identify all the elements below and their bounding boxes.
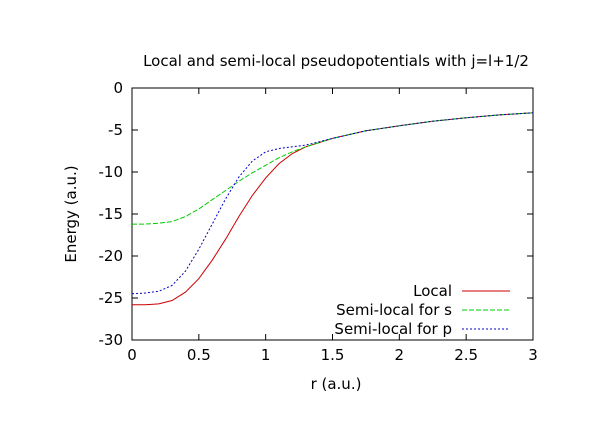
legend-label: Semi-local for s — [336, 301, 452, 319]
y-tick-label: -20 — [99, 247, 124, 265]
y-tick-label: -25 — [99, 289, 124, 307]
y-tick-label: -30 — [99, 331, 124, 349]
x-tick-label: 0 — [127, 346, 137, 364]
y-tick-label: -10 — [99, 163, 124, 181]
x-tick-label: 1 — [261, 346, 271, 364]
series-line-1 — [132, 112, 534, 225]
y-tick-label: -5 — [108, 121, 123, 139]
x-tick-label: 3 — [528, 346, 538, 364]
y-tick-label: 0 — [113, 79, 123, 97]
legend-label: Semi-local for p — [334, 320, 452, 338]
y-tick-label: -15 — [99, 205, 124, 223]
plot-area: 0 0.5 1 1.5 2 2.5 3 0 -5 -10 -15 -20 -25 -30 — [99, 79, 538, 364]
legend-label: Local — [413, 282, 452, 300]
series-line-0 — [132, 112, 534, 306]
x-tick-label: 1.5 — [321, 346, 345, 364]
plot-frame — [131, 87, 534, 341]
x-tick-label: 2 — [395, 346, 405, 364]
y-axis-label: Energy (a.u.) — [62, 165, 80, 262]
x-tick-label: 2.5 — [454, 346, 478, 364]
series-line-2 — [131, 112, 534, 295]
x-tick-label: 0.5 — [187, 346, 211, 364]
x-axis-label: r (a.u.) — [311, 375, 362, 393]
chart-title: Local and semi-local pseudopotentials wi… — [143, 52, 529, 70]
